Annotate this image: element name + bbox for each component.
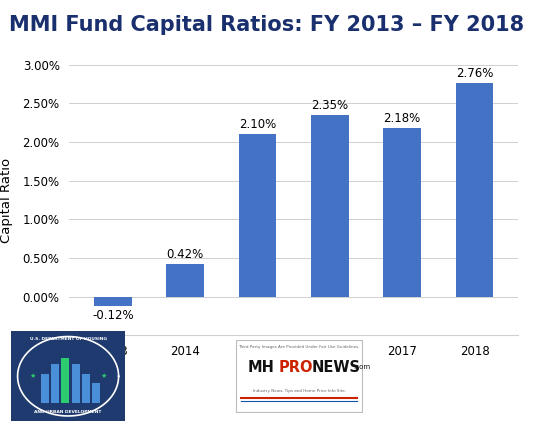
FancyBboxPatch shape [61,358,69,403]
Y-axis label: Capital Ratio: Capital Ratio [0,157,13,243]
Text: AND URBAN DEVELOPMENT: AND URBAN DEVELOPMENT [34,410,102,415]
FancyBboxPatch shape [41,375,49,403]
FancyBboxPatch shape [11,331,125,421]
FancyBboxPatch shape [72,364,80,403]
Bar [311,115,349,297]
Text: 2.76%: 2.76% [456,67,493,80]
Text: .com: .com [353,365,370,371]
Bar [456,83,493,297]
Text: ★: ★ [29,373,36,379]
Text: Industry News, Tips and Home Price Info Site.: Industry News, Tips and Home Price Info … [253,389,345,393]
Bar [239,134,276,297]
Bar [167,264,204,297]
Text: -0.12%: -0.12% [92,309,134,322]
Bar [94,297,132,306]
FancyBboxPatch shape [82,375,90,403]
Text: 2.18%: 2.18% [383,112,421,125]
Text: MMI Fund Capital Ratios: FY 2013 – FY 2018: MMI Fund Capital Ratios: FY 2013 – FY 20… [10,15,524,35]
FancyBboxPatch shape [92,384,100,403]
Text: 2.35%: 2.35% [311,99,349,112]
Text: ★: ★ [100,373,107,379]
X-axis label: Fiscal Year: Fiscal Year [260,364,328,377]
Text: 2.10%: 2.10% [239,118,276,131]
Text: PRO: PRO [279,360,313,375]
Text: Third Party Images Are Provided Under Fair Use Guidelines.: Third Party Images Are Provided Under Fa… [238,345,360,349]
Text: NEWS: NEWS [312,360,361,375]
FancyBboxPatch shape [51,364,59,403]
Text: MH: MH [248,360,274,375]
Text: 0.42%: 0.42% [167,248,204,261]
Text: U.S. DEPARTMENT OF HOUSING: U.S. DEPARTMENT OF HOUSING [29,337,107,341]
Bar [383,128,421,297]
FancyBboxPatch shape [236,341,362,412]
